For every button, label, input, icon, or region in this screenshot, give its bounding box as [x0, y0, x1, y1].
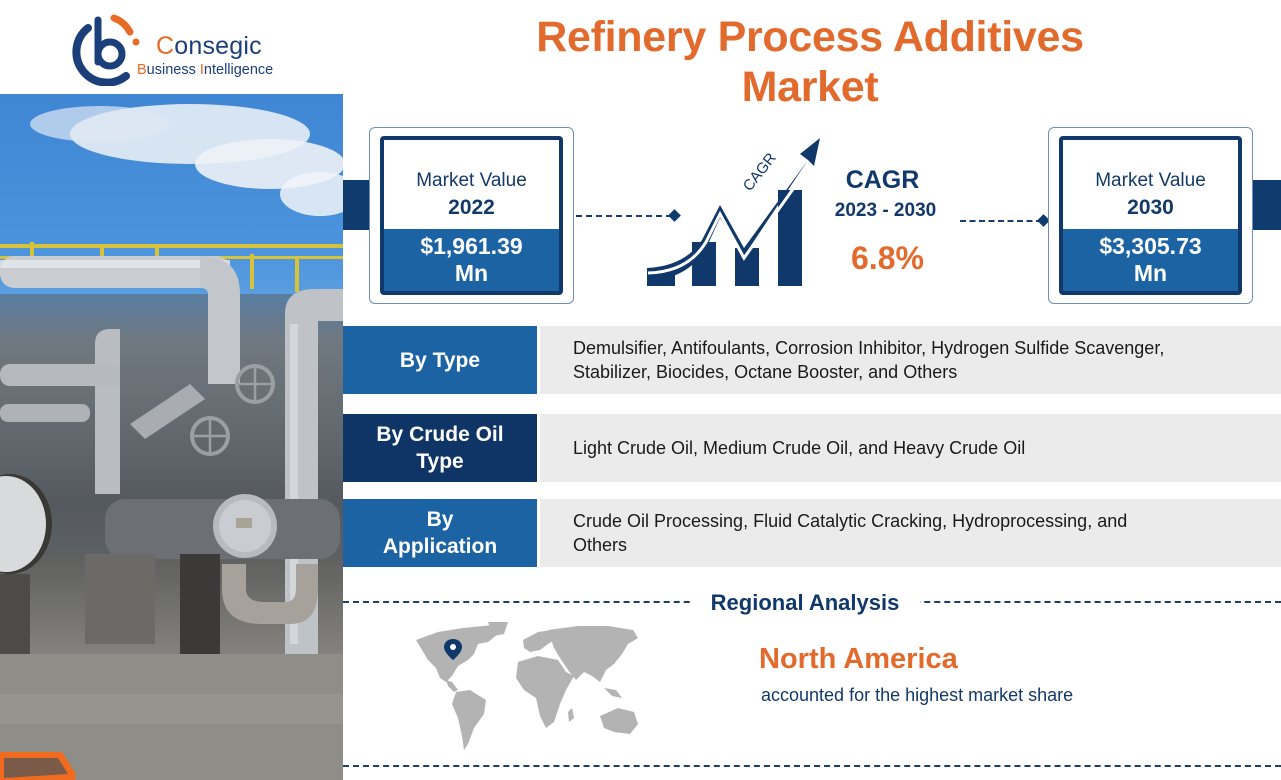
leading-region: North America: [759, 643, 958, 675]
regional-analysis-title: Regional Analysis: [690, 590, 920, 616]
page-title: Refinery Process Additives Market: [470, 12, 1150, 112]
location-pin-icon: [444, 639, 462, 660]
title-line-2: Market: [741, 63, 879, 111]
region-description: accounted for the highest market share: [761, 685, 1074, 705]
connector-line-left: [576, 215, 672, 217]
market-value-label: Market Value: [1095, 170, 1206, 191]
segment-description: Crude Oil Processing, Fluid Catalytic Cr…: [540, 499, 1281, 567]
cagr-period: 2023 - 2030: [834, 200, 937, 221]
market-value-2030-card: Market Value 2030 $3,305.73 Mn: [1048, 127, 1253, 304]
band-accent-right: [1253, 180, 1281, 230]
segment-label: By Crude Oil Type: [343, 414, 537, 482]
segment-label: By Application: [343, 499, 537, 567]
segment-row-application: By Application Crude Oil Processing, Flui…: [343, 499, 1281, 567]
segment-row-type: By Type Demulsifier, Antifoulants, Corro…: [343, 326, 1281, 394]
market-value-year: 2022: [448, 196, 495, 219]
cagr-title: CAGR: [845, 166, 920, 194]
regional-divider-bottom: [343, 765, 1281, 767]
refinery-photo: [0, 94, 343, 780]
connector-line-right: [960, 220, 1042, 222]
market-value-2022-card: Market Value 2022 $1,961.39 Mn: [369, 127, 574, 304]
market-value-amount: $1,961.39 Mn: [384, 229, 559, 291]
brand-logo: Consegic Business Intelligence: [68, 10, 308, 86]
market-value-label: Market Value: [416, 170, 527, 191]
market-value-amount: $3,305.73 Mn: [1063, 229, 1238, 291]
segment-label: By Type: [343, 326, 537, 394]
brand-tagline: Business Intelligence: [137, 62, 274, 78]
segment-row-crude-oil-type: By Crude Oil Type Light Crude Oil, Medium…: [343, 414, 1281, 482]
segment-description: Light Crude Oil, Medium Crude Oil, and H…: [540, 414, 1281, 482]
segment-description: Demulsifier, Antifoulants, Corrosion Inh…: [540, 326, 1281, 394]
band-accent-left: [343, 180, 371, 230]
market-value-year: 2030: [1127, 196, 1174, 219]
cagr-value: 6.8%: [851, 240, 924, 276]
consegic-logo-icon: [72, 14, 140, 86]
brand-name: Consegic: [156, 32, 262, 60]
cagr-graphic-label: CAGR: [740, 150, 780, 195]
cagr-growth-chart-icon: CAGR: [647, 138, 820, 286]
title-line-1: Refinery Process Additives: [536, 13, 1084, 61]
world-map-icon: [416, 622, 638, 750]
